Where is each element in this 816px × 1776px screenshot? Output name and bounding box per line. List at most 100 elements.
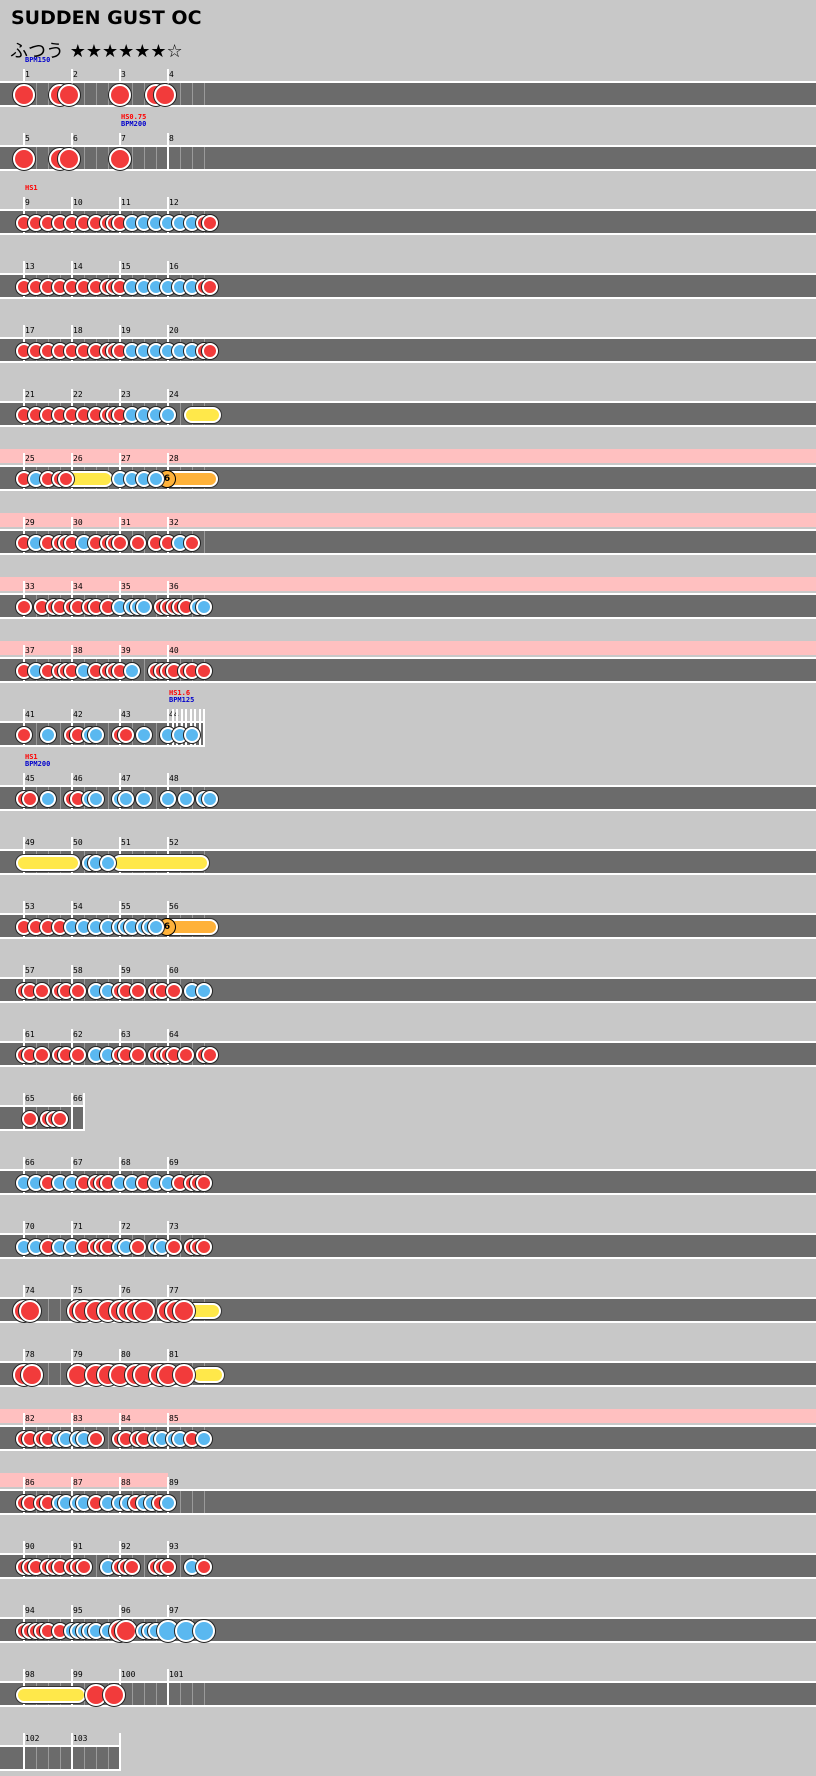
measure-number: 34 [73,582,83,591]
ka-note [160,791,176,807]
beat-line [156,147,157,169]
beat-line [96,147,97,169]
don-note [58,471,74,487]
ka-note [88,791,104,807]
bar-line [198,709,201,747]
measure-number: 71 [73,1222,83,1231]
bar-line [71,1093,73,1131]
hs-change-label: HS1 [25,184,38,192]
measure-number: 92 [121,1542,131,1551]
beat-line [84,1747,85,1769]
ka-note [40,727,56,743]
beat-line [60,1299,61,1321]
don-note [22,1111,38,1127]
measure-number: 95 [73,1606,83,1615]
don-note [130,1239,146,1255]
beat-line [144,147,145,169]
don-note [196,1239,212,1255]
drumroll-note [191,1367,224,1383]
measure-number: 6 [73,134,78,143]
measure-number: 26 [73,454,83,463]
measure-number: 73 [169,1222,179,1231]
measure-number: 87 [73,1478,83,1487]
big-don-note [154,84,176,106]
ka-note [136,599,152,615]
measure-number: 16 [169,262,179,271]
measure-number: 36 [169,582,179,591]
beat-line [36,723,37,745]
measure-number: 38 [73,646,83,655]
measure-number: 43 [121,710,131,719]
measure-number: 4 [169,70,174,79]
measure-lane [0,81,816,107]
don-note [34,983,50,999]
big-don-note [13,84,35,106]
measure-number: 9 [25,198,30,207]
measure-number: 90 [25,1542,35,1551]
measure-number: 51 [121,838,131,847]
measure-number: 76 [121,1286,131,1295]
don-note [70,1047,86,1063]
don-note [202,279,218,295]
big-don-note [173,1364,196,1386]
measure-number: 80 [121,1350,131,1359]
beat-line [132,1683,133,1705]
measure-number: 24 [169,390,179,399]
measure-number: 70 [25,1222,35,1231]
measure-number: 61 [25,1030,35,1039]
measure-number: 15 [121,262,131,271]
beat-line [60,723,61,745]
beat-line [180,1555,181,1577]
don-note [124,1559,140,1575]
ka-note [196,1431,212,1447]
drumroll-note [16,855,80,871]
measure-number: 40 [169,646,179,655]
bar-line [83,1093,85,1131]
beat-line [132,83,133,105]
measure-number: 99 [73,1670,83,1679]
beat-line [180,83,181,105]
beat-line [96,1555,97,1577]
big-don-note [133,1300,155,1322]
measure-number: 25 [25,454,35,463]
don-note [34,1047,50,1063]
song-title: SUDDEN GUST OC [11,7,202,29]
measure-number: 88 [121,1478,131,1487]
beat-line [204,531,205,553]
measure-number: 37 [25,646,35,655]
drumroll-note [184,407,221,423]
ka-note [148,919,164,935]
bpm-change-label: BPM125 [169,696,195,704]
measure-number: 60 [169,966,179,975]
beat-line [96,1747,97,1769]
beat-line [180,1491,181,1513]
difficulty-label: ふつう ★★★★★★☆ [10,41,183,62]
don-note [196,663,212,679]
gogo-band [0,513,816,527]
bpm-change-label: BPM150 [25,56,51,64]
measure-number: 11 [121,198,131,207]
big-don-note [109,148,131,170]
measure-number: 100 [121,1670,136,1679]
measure-number: 91 [73,1542,83,1551]
beat-line [180,1683,181,1705]
measure-number: 28 [169,454,179,463]
beat-line [156,787,157,809]
measure-number: 84 [121,1414,131,1423]
gogo-band [0,1473,168,1487]
gogo-band [0,449,816,463]
ka-note [40,791,56,807]
measure-number: 30 [73,518,83,527]
don-note [16,727,32,743]
bar-line [119,1733,121,1771]
measure-number: 89 [169,1478,179,1487]
measure-number: 101 [169,1670,184,1679]
measure-lane [0,1681,816,1707]
beat-line [36,83,37,105]
measure-lane [0,145,816,171]
measure-number: 23 [121,390,131,399]
measure-number: 93 [169,1542,179,1551]
don-note [196,1175,212,1191]
measure-number: 22 [73,390,83,399]
measure-number: 58 [73,966,83,975]
